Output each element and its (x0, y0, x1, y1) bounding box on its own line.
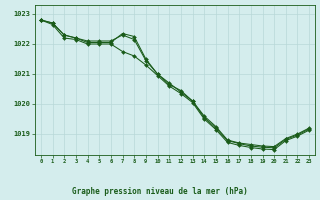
Text: Graphe pression niveau de la mer (hPa): Graphe pression niveau de la mer (hPa) (72, 187, 248, 196)
